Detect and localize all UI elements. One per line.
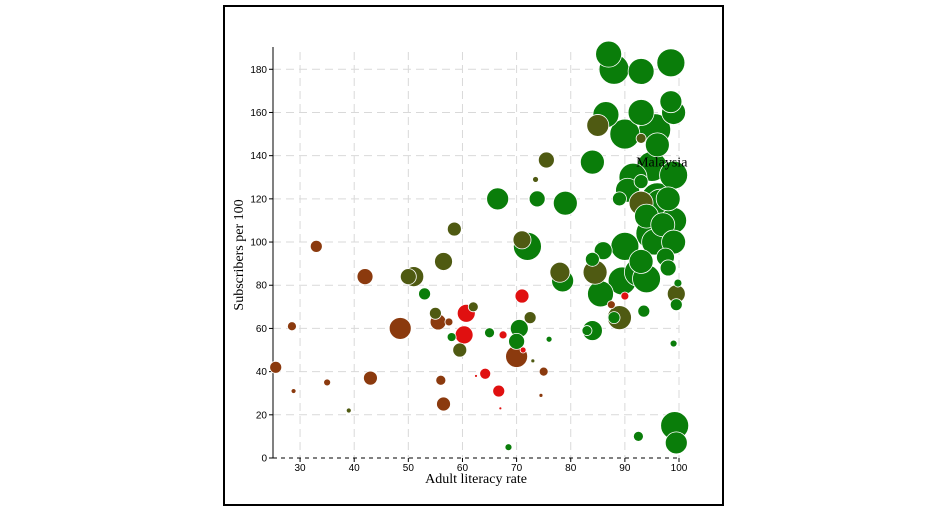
y-tick-label: 140 bbox=[250, 151, 267, 162]
bubble-point[interactable] bbox=[486, 187, 510, 211]
x-tick-label: 70 bbox=[511, 463, 523, 474]
bubble-point[interactable] bbox=[467, 301, 479, 313]
bubble-point[interactable] bbox=[673, 278, 683, 288]
bubble-point[interactable] bbox=[528, 190, 546, 208]
x-tick-label: 30 bbox=[295, 463, 307, 474]
bubble-point[interactable] bbox=[655, 186, 681, 212]
bubble-point[interactable] bbox=[607, 311, 621, 325]
bubble-point[interactable] bbox=[538, 392, 544, 398]
bubble-point[interactable] bbox=[637, 304, 651, 318]
bubble-point[interactable] bbox=[612, 191, 627, 207]
y-axis-ticks: 0 20 40 60 80 100 120 140 160 180 bbox=[250, 65, 273, 465]
bubble-point[interactable] bbox=[446, 221, 462, 237]
bubble-point[interactable] bbox=[620, 291, 630, 301]
y-tick-label: 40 bbox=[256, 367, 268, 378]
y-tick-label: 160 bbox=[250, 108, 267, 119]
bubble-point[interactable] bbox=[659, 90, 683, 114]
y-axis-title: Subscribers per 100 bbox=[232, 199, 247, 310]
bubble-point[interactable] bbox=[512, 230, 532, 250]
x-tick-label: 40 bbox=[349, 463, 361, 474]
bubble-point[interactable] bbox=[523, 311, 537, 325]
bubble-point[interactable] bbox=[345, 407, 352, 414]
bubble-chart: 30 40 50 60 70 80 90 100 0 20 40 60 80 100 120 140 160 1… bbox=[232, 40, 690, 487]
x-tick-label: 50 bbox=[403, 463, 415, 474]
x-tick-label: 90 bbox=[619, 463, 631, 474]
bubble-point[interactable] bbox=[399, 268, 417, 285]
bubble-point[interactable] bbox=[436, 396, 451, 412]
bubble-point[interactable] bbox=[586, 114, 610, 137]
x-axis-title: Adult literacy rate bbox=[425, 472, 527, 487]
bubble-point[interactable] bbox=[664, 431, 688, 455]
bubble-point[interactable] bbox=[593, 241, 613, 261]
bubble-point[interactable] bbox=[669, 339, 678, 348]
bubble-point[interactable] bbox=[530, 358, 536, 364]
bubble-point[interactable] bbox=[435, 374, 447, 386]
bubbles bbox=[269, 40, 690, 455]
bubble-point[interactable] bbox=[434, 252, 453, 271]
bubble-point[interactable] bbox=[444, 317, 454, 327]
bubble-point[interactable] bbox=[323, 378, 332, 387]
bubble-point[interactable] bbox=[656, 48, 686, 78]
bubble-point[interactable] bbox=[492, 384, 506, 398]
bubble-point[interactable] bbox=[628, 249, 654, 274]
bubble-point[interactable] bbox=[538, 366, 549, 377]
bubble-point[interactable] bbox=[584, 251, 600, 267]
bubble-point[interactable] bbox=[287, 321, 297, 332]
bubble-point[interactable] bbox=[552, 190, 578, 216]
y-tick-label: 60 bbox=[256, 324, 268, 335]
bubble-point[interactable] bbox=[504, 443, 513, 452]
bubble-point[interactable] bbox=[581, 325, 593, 336]
bubble-point[interactable] bbox=[669, 298, 683, 312]
bubble-point[interactable] bbox=[537, 151, 555, 169]
axes bbox=[272, 47, 679, 459]
bubble-point[interactable] bbox=[545, 335, 553, 343]
y-tick-label: 80 bbox=[256, 281, 268, 292]
bubble-point[interactable] bbox=[446, 332, 457, 342]
bubble-point[interactable] bbox=[595, 40, 623, 68]
highlight-label: Malaysia bbox=[636, 155, 688, 170]
bubble-point[interactable] bbox=[632, 431, 644, 442]
bubble-point[interactable] bbox=[309, 239, 323, 253]
bubble-point[interactable] bbox=[498, 406, 503, 411]
bubble-point[interactable] bbox=[484, 327, 495, 339]
bubble-point[interactable] bbox=[474, 374, 478, 378]
x-tick-label: 80 bbox=[565, 463, 577, 474]
bubble-point[interactable] bbox=[269, 360, 283, 374]
bubble-point[interactable] bbox=[627, 58, 655, 85]
bubble-point[interactable] bbox=[388, 317, 412, 340]
bubble-point[interactable] bbox=[635, 132, 647, 144]
bubble-point[interactable] bbox=[356, 268, 374, 285]
bubble-point[interactable] bbox=[498, 330, 508, 340]
bubble-point[interactable] bbox=[579, 149, 605, 175]
x-axis-ticks: 30 40 50 60 70 80 90 100 bbox=[295, 458, 688, 474]
bubble-point[interactable] bbox=[454, 325, 474, 345]
x-tick-label: 60 bbox=[457, 463, 469, 474]
bubble-point[interactable] bbox=[428, 306, 442, 320]
y-tick-label: 180 bbox=[250, 65, 267, 76]
bubble-point[interactable] bbox=[418, 287, 431, 301]
bubble-point[interactable] bbox=[633, 174, 649, 189]
x-tick-label: 100 bbox=[671, 463, 688, 474]
y-tick-label: 0 bbox=[261, 454, 267, 465]
bubble-point[interactable] bbox=[452, 342, 468, 358]
bubble-point[interactable] bbox=[363, 370, 378, 386]
bubble-point[interactable] bbox=[532, 176, 539, 183]
bubble-point[interactable] bbox=[508, 332, 526, 350]
bubble-point[interactable] bbox=[519, 346, 527, 354]
bubble-point[interactable] bbox=[514, 288, 530, 304]
bubble-point[interactable] bbox=[627, 99, 655, 126]
y-tick-label: 100 bbox=[250, 238, 267, 249]
bubble-point[interactable] bbox=[549, 261, 571, 283]
y-tick-label: 20 bbox=[256, 410, 268, 421]
bubble-point[interactable] bbox=[479, 367, 492, 380]
y-tick-label: 120 bbox=[250, 194, 267, 205]
bubble-point[interactable] bbox=[606, 300, 616, 310]
chart-frame: 30 40 50 60 70 80 90 100 0 20 40 60 80 100 120 140 160 1… bbox=[223, 5, 724, 506]
bubble-point[interactable] bbox=[659, 259, 677, 277]
bubble-point[interactable] bbox=[290, 388, 297, 394]
bubble-point[interactable] bbox=[644, 132, 670, 158]
